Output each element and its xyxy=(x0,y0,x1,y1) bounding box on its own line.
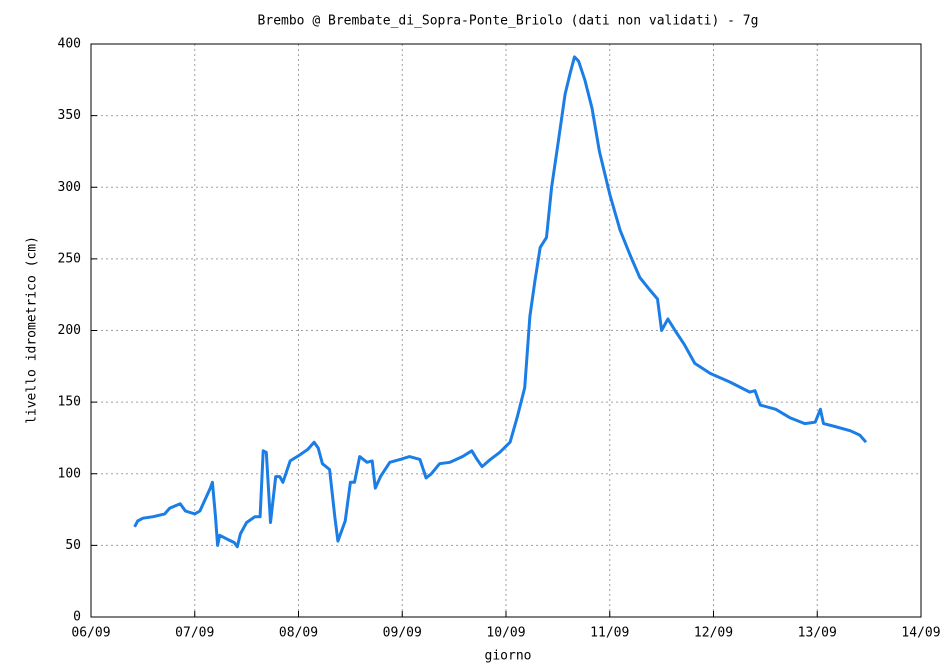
x-tick-label: 09/09 xyxy=(383,626,422,641)
x-tick-label: 11/09 xyxy=(590,626,629,641)
y-tick-label: 250 xyxy=(58,251,81,266)
y-tick-label: 300 xyxy=(58,180,81,195)
x-tick-label: 14/09 xyxy=(901,626,940,641)
y-tick-label: 400 xyxy=(58,37,81,52)
x-tick-label: 06/09 xyxy=(71,626,110,641)
y-tick-label: 100 xyxy=(58,466,81,481)
data-line xyxy=(133,55,868,549)
y-axis-label: livello idrometrico (cm) xyxy=(25,236,40,424)
x-tick-label: 12/09 xyxy=(694,626,733,641)
chart-title: Brembo @ Brembate_di_Sopra-Ponte_Briolo … xyxy=(258,14,759,29)
y-tick-label: 150 xyxy=(58,395,81,410)
y-tick-label: 200 xyxy=(58,323,81,338)
x-tick-label: 10/09 xyxy=(486,626,525,641)
x-tick-label: 07/09 xyxy=(175,626,214,641)
x-tick-label: 13/09 xyxy=(798,626,837,641)
y-tick-label: 0 xyxy=(73,610,81,625)
x-axis-label: giorno xyxy=(485,649,532,664)
plot-frame xyxy=(90,43,922,618)
y-tick-label: 50 xyxy=(65,538,81,553)
y-tick-label: 350 xyxy=(58,108,81,123)
x-tick-label: 08/09 xyxy=(279,626,318,641)
